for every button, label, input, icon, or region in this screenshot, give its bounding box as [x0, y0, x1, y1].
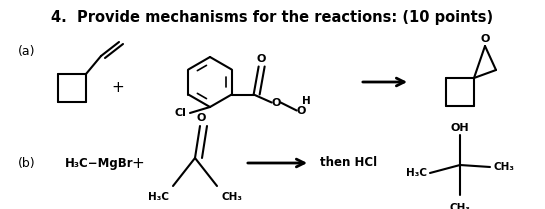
Text: +: +: [132, 155, 144, 171]
Text: Cl: Cl: [174, 108, 186, 118]
Text: O: O: [297, 106, 306, 116]
Text: CH₃: CH₃: [450, 203, 470, 209]
Text: (a): (a): [18, 46, 35, 59]
Text: 4.  Provide mechanisms for the reactions: (10 points): 4. Provide mechanisms for the reactions:…: [51, 10, 493, 25]
Text: O: O: [480, 34, 490, 44]
Text: O: O: [257, 55, 267, 65]
Text: H₃C: H₃C: [406, 168, 427, 178]
Text: H₃C: H₃C: [148, 192, 169, 202]
Text: O: O: [196, 113, 205, 123]
Text: OH: OH: [451, 123, 469, 133]
Text: O: O: [272, 98, 281, 107]
Text: CH₃: CH₃: [493, 162, 514, 172]
Text: H: H: [302, 96, 311, 106]
Text: then HCl: then HCl: [320, 157, 377, 169]
Text: (b): (b): [18, 157, 35, 169]
Text: CH₃: CH₃: [221, 192, 242, 202]
Text: +: +: [112, 80, 124, 96]
Text: H₃C−MgBr: H₃C−MgBr: [65, 157, 134, 169]
